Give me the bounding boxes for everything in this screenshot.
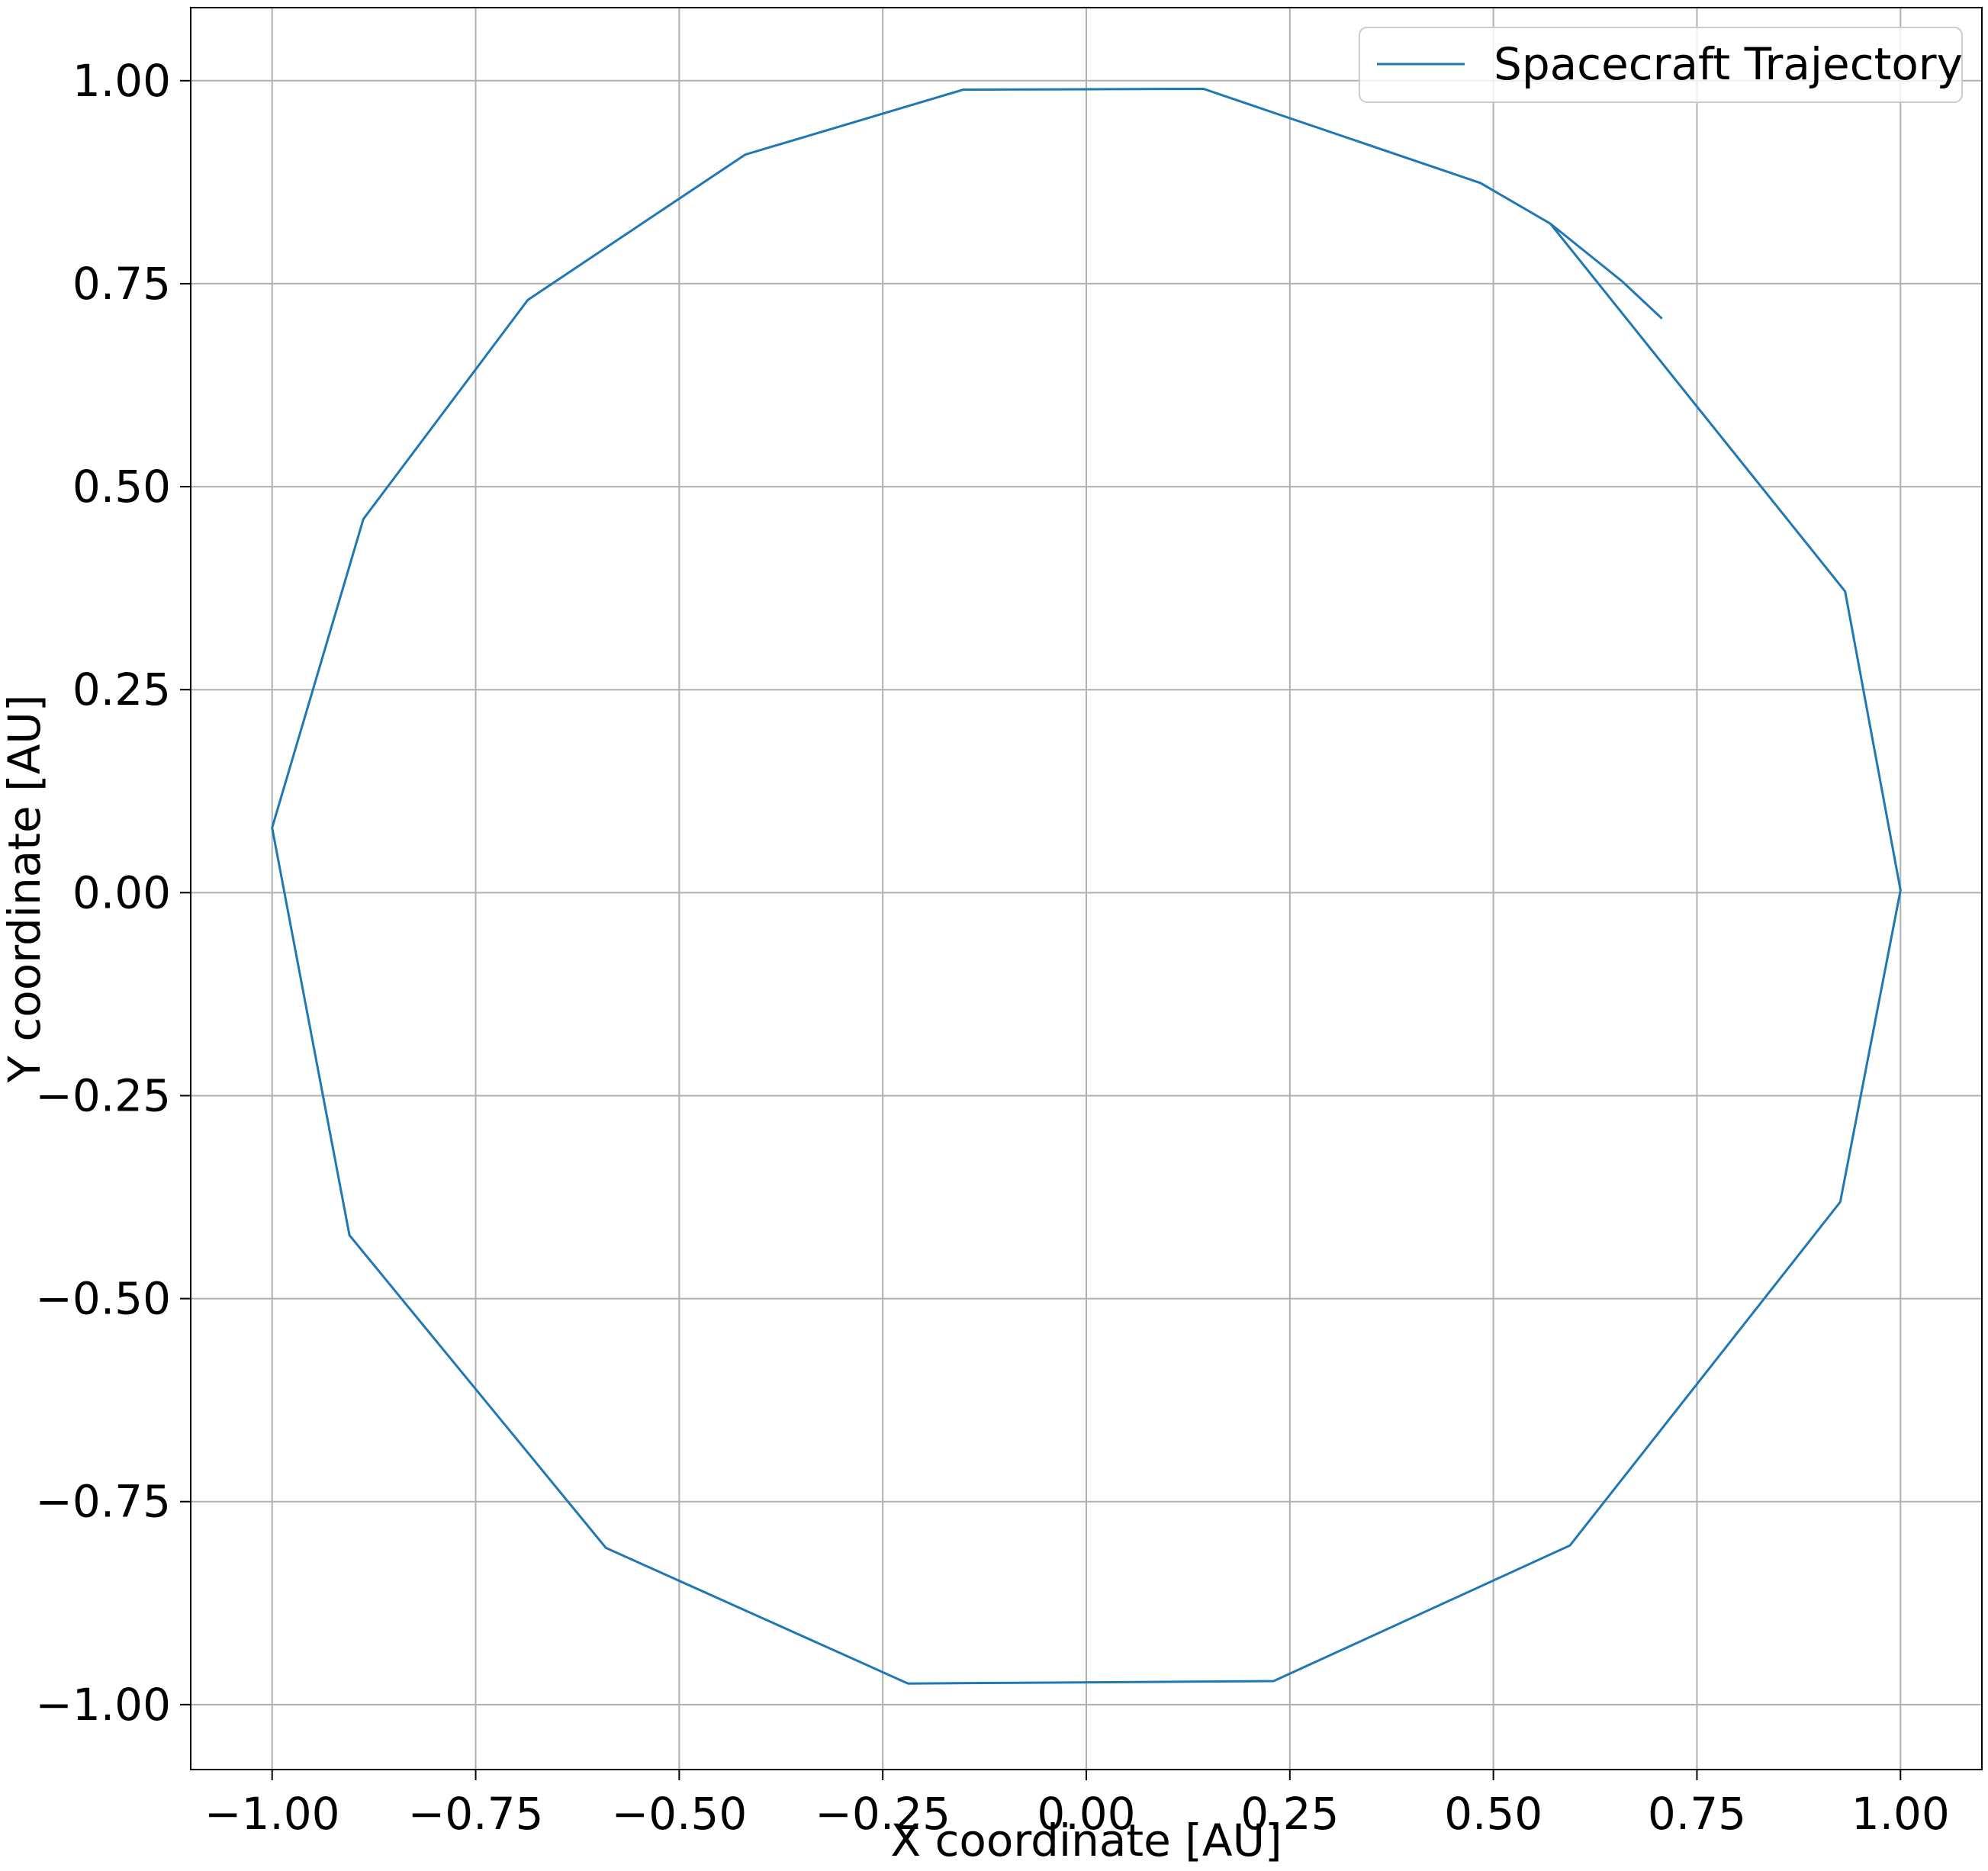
x-tick-label: −0.25 — [815, 1788, 951, 1840]
x-tick-label: −0.75 — [408, 1788, 544, 1840]
x-axis-label: X coordinate [AU] — [890, 1815, 1282, 1866]
y-axis-label: Y coordinate [AU] — [0, 694, 50, 1083]
y-tick-label: −0.25 — [35, 1069, 171, 1121]
y-gridlines — [191, 79, 1982, 1705]
x-tick-label: 0.25 — [1240, 1788, 1339, 1840]
x-tick-label: 0.00 — [1037, 1788, 1135, 1840]
y-tick-label: 0.50 — [72, 461, 171, 513]
x-tick-label: 0.75 — [1648, 1788, 1746, 1840]
legend-label-spacecraft-trajectory: Spacecraft Trajectory — [1494, 38, 1963, 90]
y-tick-label: 0.25 — [72, 664, 171, 715]
x-tick-label: 1.00 — [1851, 1788, 1950, 1840]
legend-box — [1359, 27, 1963, 103]
x-tick-label: 0.50 — [1444, 1788, 1542, 1840]
y-tick-label: 1.00 — [72, 55, 171, 107]
y-tick-label: −1.00 — [35, 1679, 171, 1731]
y-tick-label: −0.75 — [35, 1476, 171, 1528]
x-tick-label: −0.50 — [611, 1788, 747, 1840]
series-line-spacecraft-trajectory — [271, 87, 1902, 1685]
x-axis-ticks: −1.00 −0.75 −0.50 −0.25 0.00 0.25 0.50 0.75 1.00 — [204, 1770, 1950, 1840]
y-tick-label: −0.50 — [35, 1273, 171, 1325]
y-axis-ticks: −1.00 −0.75 −0.50 −0.25 0.00 0.25 0.50 0.75 1.00 — [35, 55, 191, 1731]
legend: Spacecraft Trajectory — [1359, 27, 1963, 103]
y-tick-label: 0.00 — [72, 866, 171, 918]
y-tick-label: 0.75 — [72, 258, 171, 310]
x-tick-label: −1.00 — [204, 1788, 340, 1840]
